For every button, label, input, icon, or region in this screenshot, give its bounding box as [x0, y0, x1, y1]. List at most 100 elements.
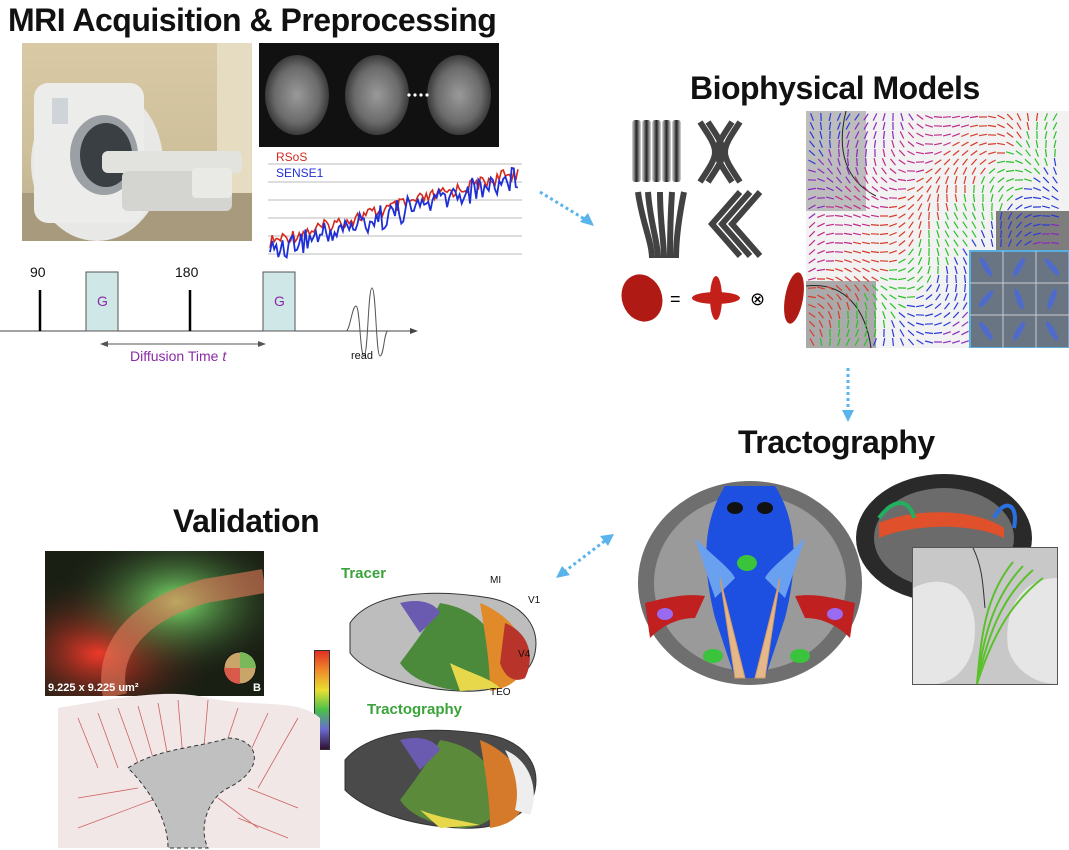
fod-glyph [979, 158, 987, 166]
fod-glyph [864, 329, 868, 337]
fod-glyph [969, 115, 979, 119]
fod-glyph [933, 331, 943, 335]
fod-glyph [826, 285, 834, 291]
fod-glyph [846, 301, 850, 311]
fod-glyph [936, 247, 940, 257]
fod-glyph [871, 195, 879, 201]
fod-glyph [1024, 205, 1032, 209]
fod-glyph [862, 204, 870, 210]
fod-glyph [1016, 131, 1022, 139]
fod-glyph [970, 133, 978, 137]
fod-glyph [924, 313, 934, 317]
fod-glyph [990, 193, 994, 203]
fod-glyph [880, 293, 888, 301]
fod-glyph [936, 239, 940, 247]
gradient-box-1 [85, 271, 119, 332]
fod-glyph [861, 259, 871, 263]
fod-glyph [845, 122, 851, 130]
read-label: read [351, 350, 374, 362]
fod-glyph [855, 148, 859, 158]
fod-glyph [1032, 214, 1042, 218]
fod-glyph [852, 232, 862, 236]
fod-glyph [847, 148, 849, 158]
fod-glyph [981, 184, 985, 194]
fod-glyph [816, 286, 826, 290]
fod-glyph [871, 284, 879, 292]
fod-glyph [907, 329, 915, 337]
fod-glyph [870, 224, 880, 226]
fod-glyph [997, 123, 1005, 129]
fod-glyph [873, 131, 877, 139]
fod-glyph [881, 167, 887, 175]
fod-glyph [971, 239, 977, 247]
fod-glyph [880, 186, 888, 192]
fod-glyph [873, 140, 877, 148]
fod-glyph [873, 301, 877, 311]
fod-glyph [843, 214, 853, 218]
fod-glyph [1051, 204, 1059, 210]
fod-glyph [870, 250, 880, 254]
mri-scanner-photo [22, 43, 252, 241]
fod-glyph [936, 185, 940, 193]
fod-glyph [825, 268, 835, 272]
fod-glyph [962, 167, 968, 175]
fod-glyph [809, 140, 815, 148]
fod-glyph [1034, 158, 1040, 166]
fod-glyph [837, 158, 841, 166]
fod-glyph [915, 151, 925, 155]
fod-glyph [889, 231, 897, 237]
fod-glyph [861, 250, 871, 254]
fod-glyph [954, 293, 958, 301]
fod-glyph [819, 140, 823, 148]
fod-glyph [1015, 150, 1023, 156]
fod-glyph [908, 230, 914, 238]
fod-glyph [898, 249, 906, 255]
fod-glyph [873, 338, 877, 346]
fod-glyph [1006, 122, 1014, 130]
region-label-teo: TEO [490, 687, 511, 698]
fod-glyph [1032, 187, 1042, 191]
fod-glyph [843, 232, 853, 236]
fod-glyph [817, 168, 825, 174]
fod-glyph [1033, 167, 1041, 175]
fod-glyph [826, 186, 834, 192]
fod-glyph [997, 168, 1005, 174]
fod-glyph [962, 230, 968, 238]
rsos-series [269, 169, 519, 249]
fod-glyph [816, 268, 826, 272]
diffusion-time-text: Diffusion Time [130, 348, 223, 364]
fod-glyph [890, 149, 896, 157]
fod-glyph [962, 221, 968, 229]
fod-glyph [870, 259, 880, 263]
fod-glyph [916, 339, 924, 345]
fod-glyph [844, 259, 852, 263]
fod-glyph [927, 202, 931, 212]
fod-glyph [954, 283, 958, 293]
fod-glyph [853, 185, 861, 193]
fod-glyph [835, 284, 843, 292]
fod-glyph [953, 257, 959, 265]
fod-glyph [816, 214, 826, 218]
fod-glyph [944, 167, 950, 175]
fod-glyph [837, 122, 841, 130]
fod-glyph [843, 223, 853, 227]
fod-glyph [825, 232, 835, 236]
fod-glyph [997, 133, 1005, 137]
fod-glyph [996, 142, 1006, 146]
fod-glyph [835, 276, 843, 282]
fod-glyph [952, 311, 960, 319]
fod-glyph [953, 212, 959, 220]
fod-glyph [907, 160, 915, 164]
fod-glyph [846, 167, 850, 175]
fod-glyph [933, 142, 943, 146]
fod-glyph [934, 159, 942, 165]
fod-glyph [838, 148, 840, 158]
fod-glyph [1006, 141, 1014, 147]
fod-glyph [853, 267, 861, 273]
gradient-label-1: G [97, 293, 108, 309]
fod-glyph [1026, 112, 1030, 122]
fod-glyph [934, 312, 942, 318]
fod-glyph [962, 257, 968, 265]
fod-glyph [936, 274, 940, 284]
